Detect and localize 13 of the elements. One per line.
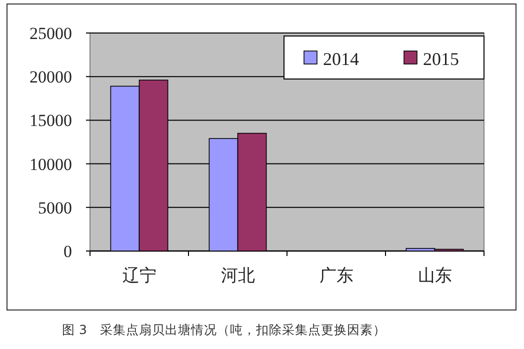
y-tick-label: 10000 xyxy=(30,154,72,174)
x-tick-label: 广东 xyxy=(319,266,354,286)
x-tick-label: 山东 xyxy=(418,266,452,286)
y-tick-label: 15000 xyxy=(30,111,72,130)
legend-label: 2015 xyxy=(423,49,459,69)
legend-label: 2014 xyxy=(323,49,359,69)
y-tick-label: 0 xyxy=(64,242,72,261)
y-tick-label: 5000 xyxy=(38,198,72,218)
y-tick-label: 25000 xyxy=(30,24,72,43)
text: 图 3 采集点扇贝出塘情况（吨，扣除采集点更换因素） xyxy=(62,322,386,337)
y-tick-label: 20000 xyxy=(30,68,72,87)
x-tick-label: 辽宁 xyxy=(122,266,156,286)
x-tick-label: 河北 xyxy=(220,266,255,286)
